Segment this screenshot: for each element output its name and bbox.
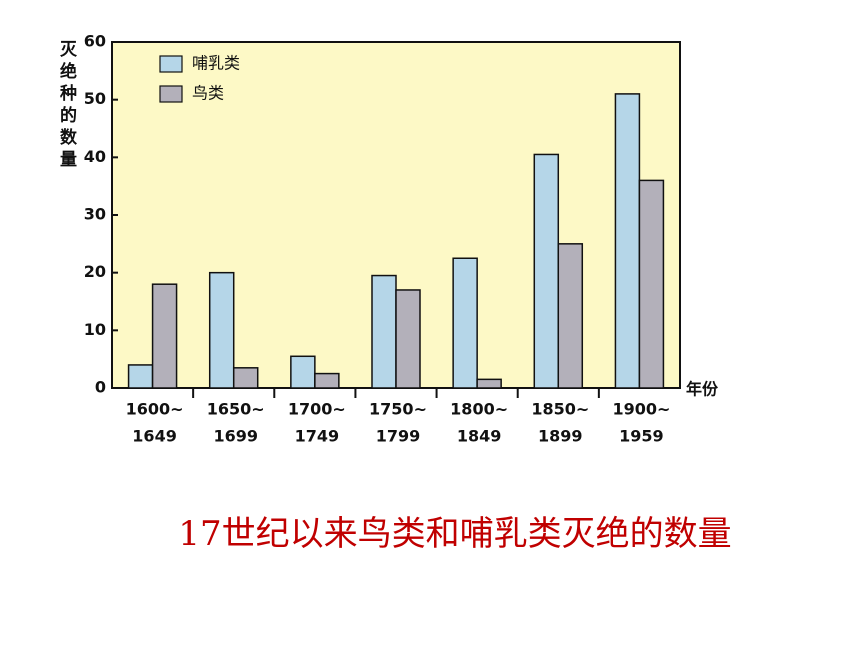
bar [557,243,584,389]
y-tick-label: 40 [84,147,106,166]
x-tick-label: 1850~ [531,400,589,419]
x-tick-label: 1900~ [612,400,670,419]
legend-swatch [159,55,183,73]
x-tick-label: 1899 [538,427,583,446]
bar [614,93,641,389]
x-tick-label: 1600~ [126,400,184,419]
x-tick-label: 1749 [295,427,340,446]
bar [533,153,560,389]
bar [232,367,259,389]
chart-title: 17世纪以来鸟类和哺乳类灭绝的数量 [178,514,731,554]
bar [127,364,154,389]
y-tick-label: 20 [84,262,106,281]
bar [476,378,502,389]
bar [638,179,665,389]
bar [151,283,178,389]
legend-label: 哺乳类 [192,54,240,73]
x-tick-label: 1800~ [450,400,508,419]
y-axis-label: 灭绝种的数量 [56,40,78,172]
bar [208,271,235,389]
x-tick-label: 1649 [132,427,177,446]
y-tick-label: 50 [84,89,106,108]
y-tick-label: 30 [84,205,106,224]
x-tick-label: 1959 [619,427,664,446]
x-tick-label: 1799 [376,427,421,446]
x-tick-label: 1700~ [288,400,346,419]
x-tick-label: 1849 [457,427,502,446]
legend-swatch [159,85,183,103]
legend-label: 鸟类 [192,84,224,103]
bar [371,274,397,389]
bar [314,372,340,389]
bar [452,257,478,389]
x-tick-label: 1650~ [207,400,265,419]
y-tick-label: 0 [95,378,106,397]
bar [395,289,421,389]
y-tick-label: 60 [84,32,106,51]
x-tick-label: 1750~ [369,400,427,419]
bar [290,355,316,389]
x-tick-label: 1699 [213,427,258,446]
y-tick-label: 10 [84,320,106,339]
x-axis-label: 年份 [686,380,719,399]
